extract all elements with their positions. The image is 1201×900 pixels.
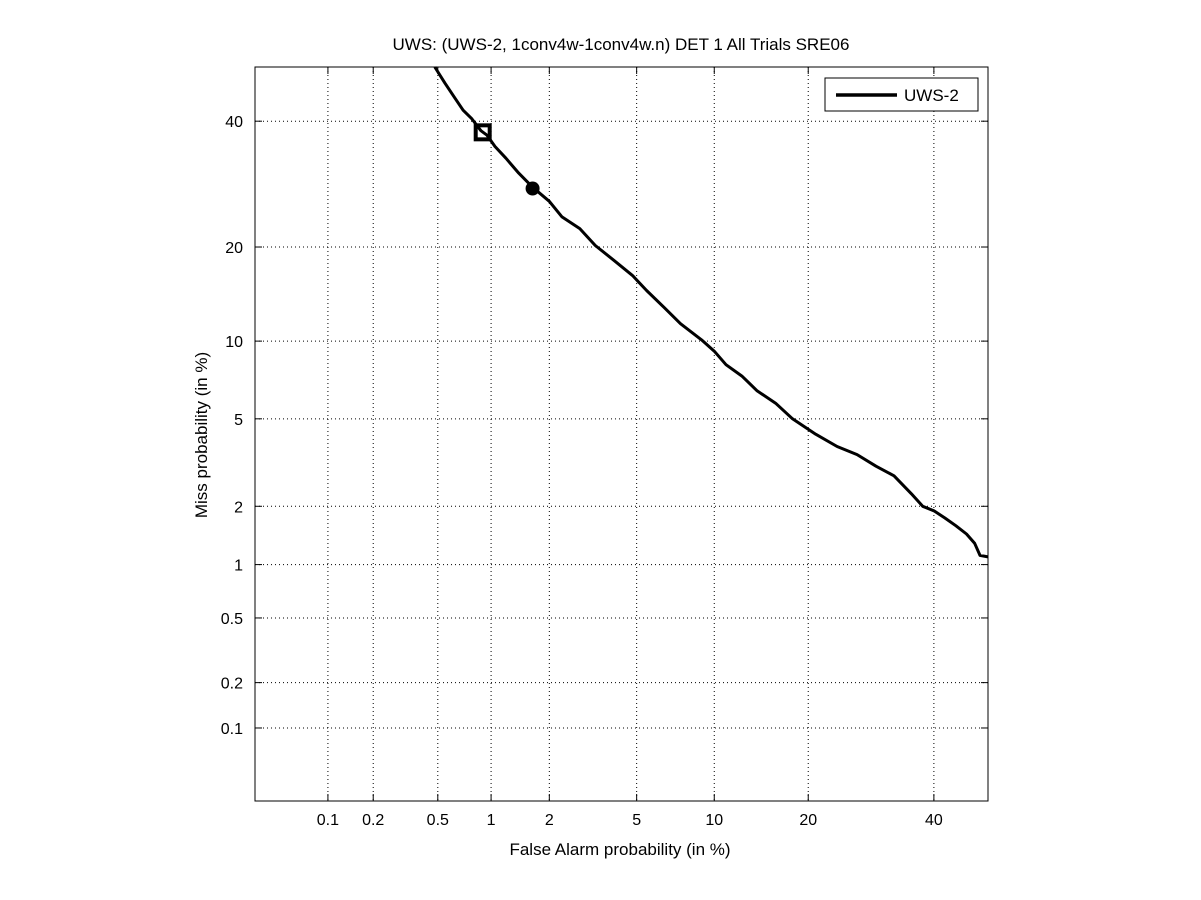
x-tick-label: 2 [545, 812, 554, 829]
y-tick-label: 1 [234, 558, 243, 575]
x-axis: 0.1 0.2 0.5 1 2 5 10 20 40 [317, 67, 943, 829]
marker-group [473, 123, 540, 196]
legend: UWS-2 [824, 77, 979, 112]
legend-label-uws-2: UWS-2 [904, 86, 959, 105]
plot-frame [254, 66, 989, 802]
x-tick-label: 0.5 [427, 812, 449, 829]
y-axis-label: Miss probability (in %) [192, 352, 211, 518]
series-line-uws-2 [433, 66, 989, 559]
y-axis: 0.1 0.2 0.5 1 2 5 10 20 40 [221, 114, 988, 738]
x-tick-label: 0.1 [317, 812, 339, 829]
y-tick-label: 2 [234, 499, 243, 516]
series-group [433, 66, 989, 559]
y-tick-label: 40 [225, 114, 243, 131]
x-tick-label: 1 [487, 812, 496, 829]
x-tick-label: 40 [925, 812, 943, 829]
x-tick-label: 5 [632, 812, 641, 829]
y-tick-label: 20 [225, 240, 243, 257]
y-tick-label: 5 [234, 412, 243, 429]
y-tick-label: 0.1 [221, 721, 243, 738]
x-tick-label: 20 [799, 812, 817, 829]
y-tick-label: 10 [225, 334, 243, 351]
act-dcf-circle-marker [525, 181, 540, 196]
min-dcf-square-marker [473, 123, 492, 142]
chart-title: UWS: (UWS-2, 1conv4w-1conv4w.n) DET 1 Al… [393, 35, 850, 54]
y-tick-label: 0.5 [221, 611, 243, 628]
x-tick-label: 10 [705, 812, 723, 829]
y-tick-label: 0.2 [221, 676, 243, 693]
x-axis-label: False Alarm probability (in %) [509, 840, 730, 859]
x-tick-label: 0.2 [362, 812, 384, 829]
grid-lines [255, 67, 988, 801]
